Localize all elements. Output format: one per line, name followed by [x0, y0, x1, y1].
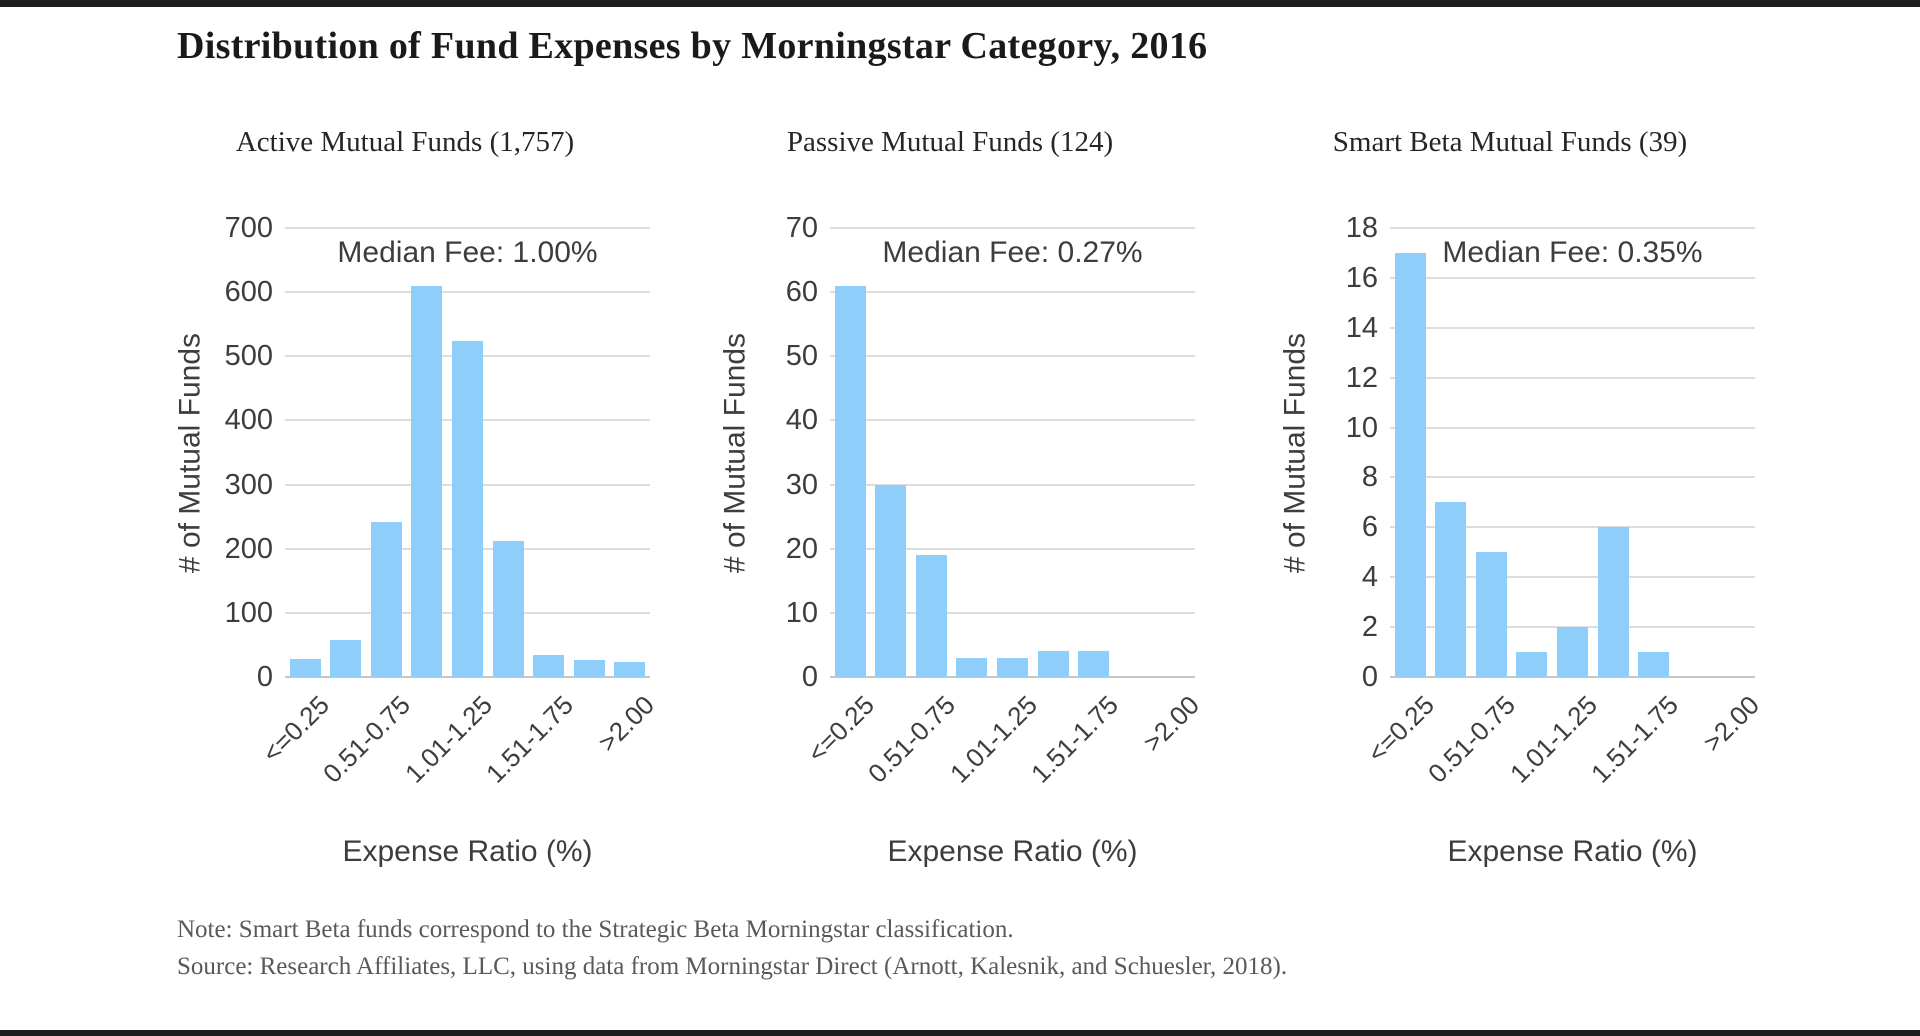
y-tick-label: 200	[224, 532, 273, 565]
bar-1.51-1.75	[1078, 651, 1110, 677]
bar-1.01-1.25	[1557, 627, 1588, 677]
gridline	[285, 227, 650, 229]
median-fee-annotation: Median Fee: 0.27%	[882, 236, 1143, 269]
gridline	[1390, 276, 1755, 279]
y-tick-label: 0	[801, 661, 818, 693]
gridline	[830, 611, 1195, 614]
bar-col6	[492, 541, 524, 677]
figure-note: Note: Smart Beta funds correspond to the…	[177, 916, 1014, 943]
y-tick-label: 10	[785, 596, 818, 629]
y-tick-label: 100	[224, 596, 273, 629]
gridline	[830, 483, 1195, 486]
y-tick-label: 300	[224, 468, 273, 501]
gridline	[1390, 326, 1755, 329]
bar-col4	[411, 286, 443, 677]
gridline	[830, 291, 1195, 294]
bar-<=0.25	[289, 659, 321, 677]
chart-active-mutual-funds: Active Mutual Funds (1,757) Median Fee: 1…	[55, 110, 670, 912]
y-tick-label: 18	[1345, 212, 1378, 244]
gridline	[1390, 227, 1755, 229]
plot-area	[1390, 227, 1755, 678]
y-tick-label: 500	[224, 340, 273, 373]
bar-col8	[573, 660, 605, 677]
gridline	[830, 355, 1195, 358]
figure-title: Distribution of Fund Expenses by Morning…	[177, 25, 1208, 67]
page-top-border	[0, 0, 1920, 7]
plot-area	[830, 227, 1195, 678]
median-fee-annotation: Median Fee: 0.35%	[1442, 236, 1703, 269]
chart-subtitle: Active Mutual Funds (1,757)	[235, 126, 575, 158]
bar-col4	[956, 658, 988, 677]
gridline	[1390, 376, 1755, 379]
gridline	[1390, 476, 1755, 479]
bar-col2	[875, 485, 907, 677]
chart-subtitle: Smart Beta Mutual Funds (39)	[1332, 126, 1688, 158]
chart-subtitle: Passive Mutual Funds (124)	[786, 126, 1114, 158]
bar-0.51-0.75	[370, 522, 402, 677]
chart-smart-beta-mutual-funds: Smart Beta Mutual Funds (39) Median Fee: …	[1160, 110, 1775, 912]
y-tick-label: 2	[1361, 611, 1378, 644]
x-axis-line	[830, 676, 1195, 678]
y-tick-label: 60	[785, 276, 818, 309]
bar-col4	[1516, 652, 1548, 677]
gridline	[830, 227, 1195, 229]
page-bottom-border	[0, 1030, 1920, 1036]
bar-1.01-1.25	[997, 658, 1028, 677]
plot-area	[285, 227, 650, 678]
y-tick-label: 50	[785, 340, 818, 373]
bar-<=0.25	[1394, 253, 1426, 677]
y-tick-label: 10	[1345, 411, 1378, 444]
bar-col6	[1597, 527, 1629, 677]
gridline	[830, 547, 1195, 550]
y-tick-label: 40	[785, 404, 818, 437]
bar-col2	[330, 640, 362, 677]
y-tick-label: 20	[785, 532, 818, 565]
bar-<=0.25	[834, 286, 866, 677]
x-axis-line	[285, 676, 650, 678]
gridline	[830, 419, 1195, 422]
y-tick-label: 0	[256, 661, 273, 693]
y-tick-label: 12	[1345, 361, 1378, 394]
bar-col2	[1435, 502, 1467, 677]
x-axis-line	[1390, 676, 1755, 678]
bar-1.51-1.75	[1638, 652, 1670, 677]
y-tick-label: 4	[1361, 561, 1378, 594]
y-tick-label: 0	[1361, 661, 1378, 693]
bar-0.51-0.75	[915, 555, 947, 677]
y-tick-label: 14	[1345, 311, 1378, 344]
y-tick-label: 70	[785, 212, 818, 244]
gridline	[1390, 576, 1755, 579]
gridline	[1390, 426, 1755, 429]
x-axis-title: Expense Ratio (%)	[887, 835, 1138, 868]
figure-source: Source: Research Affiliates, LLC, using …	[177, 953, 1288, 980]
y-tick-label: 600	[224, 276, 273, 309]
y-tick-label: 8	[1361, 461, 1378, 494]
y-tick-label: 6	[1361, 511, 1378, 544]
gridline	[285, 291, 650, 294]
y-tick-label: 700	[224, 212, 273, 244]
y-tick-label: 30	[785, 468, 818, 501]
y-tick-label: 400	[224, 404, 273, 437]
y-tick-label: 16	[1345, 261, 1378, 294]
median-fee-annotation: Median Fee: 1.00%	[337, 236, 598, 269]
x-axis-title: Expense Ratio (%)	[1447, 835, 1698, 868]
gridline	[1390, 526, 1755, 529]
bar-0.51-0.75	[1475, 552, 1507, 677]
chart-passive-mutual-funds: Passive Mutual Funds (124) Median Fee: 0.…	[600, 110, 1215, 912]
bar-col6	[1037, 651, 1069, 677]
x-axis-title: Expense Ratio (%)	[342, 835, 593, 868]
bar-1.51-1.75	[533, 655, 565, 677]
bar->2.00	[614, 662, 646, 677]
bar-1.01-1.25	[452, 341, 483, 677]
